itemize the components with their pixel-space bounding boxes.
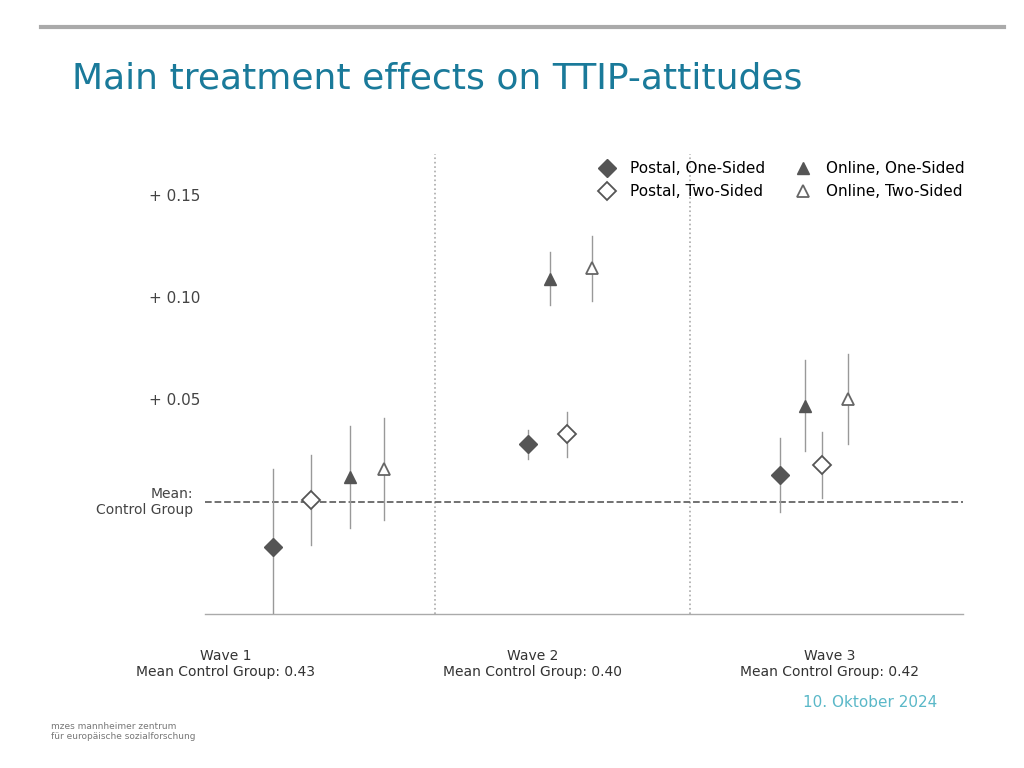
Text: Main treatment effects on TTIP-attitudes: Main treatment effects on TTIP-attitudes xyxy=(72,61,802,95)
Text: mzes mannheimer zentrum
für europäische sozialforschung: mzes mannheimer zentrum für europäische … xyxy=(51,722,196,741)
Legend: Postal, One-Sided, Postal, Two-Sided, Online, One-Sided, Online, Two-Sided: Postal, One-Sided, Postal, Two-Sided, On… xyxy=(591,161,965,199)
Text: 10. Oktober 2024: 10. Oktober 2024 xyxy=(803,695,938,710)
Text: Wave 1
Mean Control Group: 0.43: Wave 1 Mean Control Group: 0.43 xyxy=(136,649,314,679)
Text: Mean:
Control Group: Mean: Control Group xyxy=(96,487,194,517)
Text: Wave 3
Mean Control Group: 0.42: Wave 3 Mean Control Group: 0.42 xyxy=(740,649,919,679)
Text: Wave 2
Mean Control Group: 0.40: Wave 2 Mean Control Group: 0.40 xyxy=(443,649,622,679)
